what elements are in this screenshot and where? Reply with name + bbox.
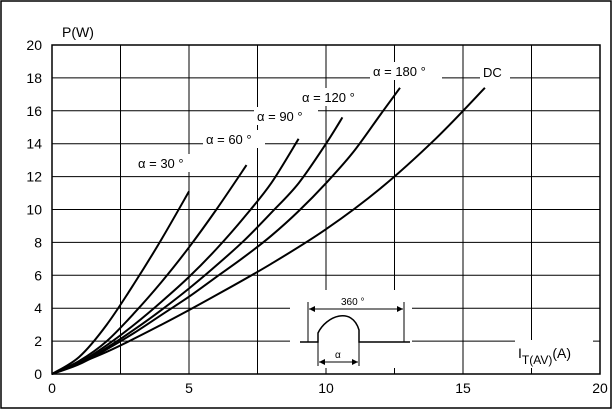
x-axis-label-main: I: [518, 345, 522, 361]
series-line-0: [51, 190, 190, 375]
x-axis-label-unit: (A): [552, 345, 571, 361]
plot-frame: [51, 44, 601, 375]
y-tick-labels: 0 2 4 6 8 10 12 14 16 18 20: [26, 37, 42, 382]
inset-waveform: [300, 315, 410, 343]
x-tick-label: 20: [592, 380, 608, 396]
y-tick-label: 18: [26, 70, 42, 86]
series-label-dc: DC: [483, 65, 502, 80]
series-line-4: [51, 87, 401, 375]
label-bg-180: [370, 62, 442, 80]
series-line-5: [51, 87, 486, 375]
x-axis-label-sub: T(AV): [522, 353, 552, 367]
y-tick-label: 20: [26, 37, 42, 53]
series-line-1: [51, 164, 248, 375]
series-line-3: [51, 116, 344, 375]
label-bg-60: [203, 130, 265, 148]
x-tick-label: 15: [455, 380, 471, 396]
inset-label-360: 360 °: [341, 297, 364, 308]
y-tick-label: 14: [26, 136, 42, 152]
inset-arrowhead-alpha-right: [352, 359, 358, 365]
y-tick-label: 8: [34, 234, 42, 250]
waveform-inset: 360 ° α: [290, 290, 412, 368]
inset-bg: [290, 290, 412, 368]
label-bg-dc: [480, 62, 510, 80]
y-tick-label: 10: [26, 202, 42, 218]
y-tick-label: 0: [34, 366, 42, 382]
xlabel-bg: [515, 340, 593, 368]
series-label-30: α = 30 °: [138, 156, 184, 171]
label-bg-120: [299, 88, 371, 106]
x-tick-label: 10: [318, 380, 334, 396]
y-tick-label: 4: [34, 300, 42, 316]
y-axis-label: P(W): [62, 24, 94, 40]
y-tick-label: 6: [34, 267, 42, 283]
x-tick-labels: 0 5 10 15 20: [48, 380, 608, 396]
inset-arrowhead-360-left: [309, 306, 315, 312]
x-tick-label: 0: [48, 380, 56, 396]
y-tick-label: 2: [34, 333, 42, 349]
label-bg-90: [254, 107, 318, 125]
label-bg-30: [134, 154, 198, 172]
x-tick-label: 5: [185, 380, 193, 396]
series-label-180: α = 180 °: [373, 64, 426, 79]
series-label-90: α = 90 °: [257, 109, 303, 124]
series-label-120: α = 120 °: [302, 90, 355, 105]
x-axis-label: IT(AV)(A): [518, 345, 571, 367]
series-labels: α = 30 ° α = 60 ° α = 90 ° α = 120 ° α =…: [134, 62, 510, 172]
series-curves: [51, 87, 486, 375]
inset-arrowhead-alpha-left: [319, 359, 325, 365]
ylabel-bg: [60, 21, 98, 41]
y-tick-label: 16: [26, 103, 42, 119]
inset-label-alpha: α: [335, 350, 341, 361]
series-line-2: [51, 138, 300, 375]
inset-arrowhead-360-right: [397, 306, 403, 312]
y-tick-label: 12: [26, 169, 42, 185]
series-label-60: α = 60 °: [206, 132, 252, 147]
